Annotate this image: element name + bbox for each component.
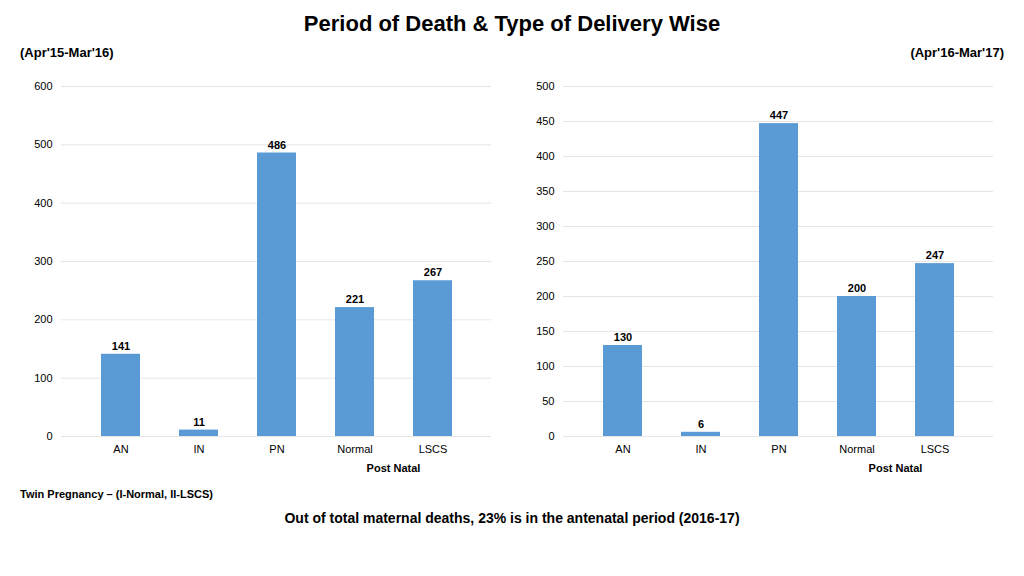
svg-text:100: 100	[536, 360, 554, 372]
svg-text:486: 486	[268, 139, 286, 151]
svg-text:0: 0	[46, 430, 52, 442]
svg-text:200: 200	[34, 313, 52, 325]
svg-text:AN: AN	[615, 443, 630, 455]
svg-text:350: 350	[536, 185, 554, 197]
svg-text:400: 400	[34, 197, 52, 209]
svg-text:267: 267	[424, 266, 442, 278]
svg-text:130: 130	[614, 331, 632, 343]
svg-text:PN: PN	[269, 443, 284, 455]
svg-text:500: 500	[34, 138, 52, 150]
svg-text:200: 200	[848, 282, 866, 294]
svg-text:400: 400	[536, 150, 554, 162]
svg-text:50: 50	[542, 395, 554, 407]
svg-text:500: 500	[536, 80, 554, 92]
svg-text:247: 247	[926, 249, 944, 261]
svg-text:0: 0	[548, 430, 554, 442]
svg-text:AN: AN	[113, 443, 128, 455]
svg-text:Normal: Normal	[337, 443, 372, 455]
html-text:(Apr'16-Mar'17): (Apr'16-Mar'17)	[910, 45, 1004, 60]
svg-text:6: 6	[698, 418, 704, 430]
svg-text:LSCS: LSCS	[419, 443, 448, 455]
svg-text:200: 200	[536, 290, 554, 302]
html-text:(Apr'15-Mar'16): (Apr'15-Mar'16)	[20, 45, 114, 60]
svg-text:Post Natal: Post Natal	[869, 462, 923, 474]
svg-text:300: 300	[34, 255, 52, 267]
svg-text:Normal: Normal	[839, 443, 874, 455]
svg-text:300: 300	[536, 220, 554, 232]
html-text:Twin Pregnancy – (I-Normal, II: Twin Pregnancy – (I-Normal, II-LSCS)	[20, 488, 213, 500]
html-text:Out of total maternal deaths,: Out of total maternal deaths, 23% is in …	[284, 510, 740, 526]
svg-text:11: 11	[193, 416, 205, 428]
svg-text:IN: IN	[696, 443, 707, 455]
svg-text:PN: PN	[771, 443, 786, 455]
svg-text:100: 100	[34, 372, 52, 384]
svg-text:600: 600	[34, 80, 52, 92]
svg-text:LSCS: LSCS	[921, 443, 950, 455]
svg-text:447: 447	[770, 109, 788, 121]
svg-text:450: 450	[536, 115, 554, 127]
svg-text:150: 150	[536, 325, 554, 337]
svg-text:IN: IN	[194, 443, 205, 455]
svg-text:250: 250	[536, 255, 554, 267]
svg-text:221: 221	[346, 293, 364, 305]
svg-text:Post Natal: Post Natal	[367, 462, 421, 474]
svg-text:141: 141	[112, 340, 130, 352]
html-text:Period of Death & Type of Deli: Period of Death & Type of Delivery Wise	[303, 11, 721, 36]
